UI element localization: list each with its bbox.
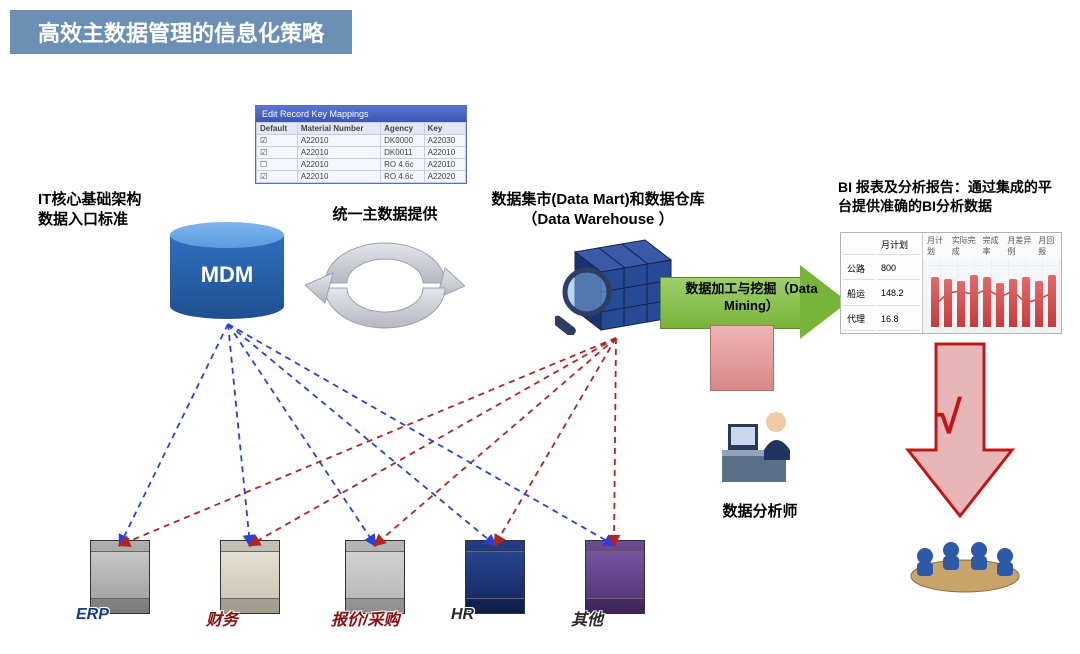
bi-heading: BI 报表及分析报告：通过集成的平台提供准确的BI分析数据	[838, 178, 1058, 216]
bi-report-card: 月计划 公路800船运148.2代理16.8 月计划实际完成完成率月差异例月回报	[840, 232, 1062, 334]
record-mappings-window: Edit Record Key Mappings DefaultMaterial…	[255, 105, 467, 184]
record-table: DefaultMaterial NumberAgencyKey ☑A22010D…	[256, 122, 466, 183]
page-title: 高效主数据管理的信息化策略	[10, 10, 352, 54]
red-down-arrow-icon	[900, 340, 1020, 525]
analyst-connector-block	[710, 325, 774, 391]
analyst-label: 数据分析师	[700, 502, 820, 522]
data-mining-label: 数据加工与挖掘（Data Mining）	[664, 281, 839, 315]
system-erp: ERP	[80, 540, 160, 630]
system-oth: 其他	[575, 540, 655, 630]
system-label-fin: 财务	[206, 606, 238, 630]
system-label-oth: 其他	[571, 606, 603, 630]
system-label-erp: ERP	[76, 606, 109, 624]
dw-heading: 数据集市(Data Mart)和数据仓库（Data Warehouse ）	[478, 190, 718, 231]
cycle-label: 统一主数据提供	[300, 205, 470, 225]
system-label-hr: HR	[451, 606, 474, 624]
bi-mini-table: 月计划 公路800船运148.2代理16.8	[841, 233, 923, 333]
system-hr: HR	[455, 540, 535, 630]
meeting-icon	[905, 530, 1025, 605]
system-proc: 报价/采购	[335, 540, 415, 630]
record-window-title: Edit Record Key Mappings	[256, 106, 466, 122]
system-fin: 财务	[210, 540, 290, 630]
mdm-heading: IT核心基础架构数据入口标准	[38, 190, 208, 231]
analyst-icon	[720, 400, 800, 490]
data-warehouse-icon	[555, 230, 675, 335]
checkmark-icon: √	[934, 390, 959, 444]
mdm-label: MDM	[170, 262, 284, 288]
bi-mini-chart: 月计划实际完成完成率月差异例月回报	[923, 233, 1061, 333]
cycle-arrows-icon	[305, 228, 465, 338]
system-label-proc: 报价/采购	[331, 606, 399, 630]
